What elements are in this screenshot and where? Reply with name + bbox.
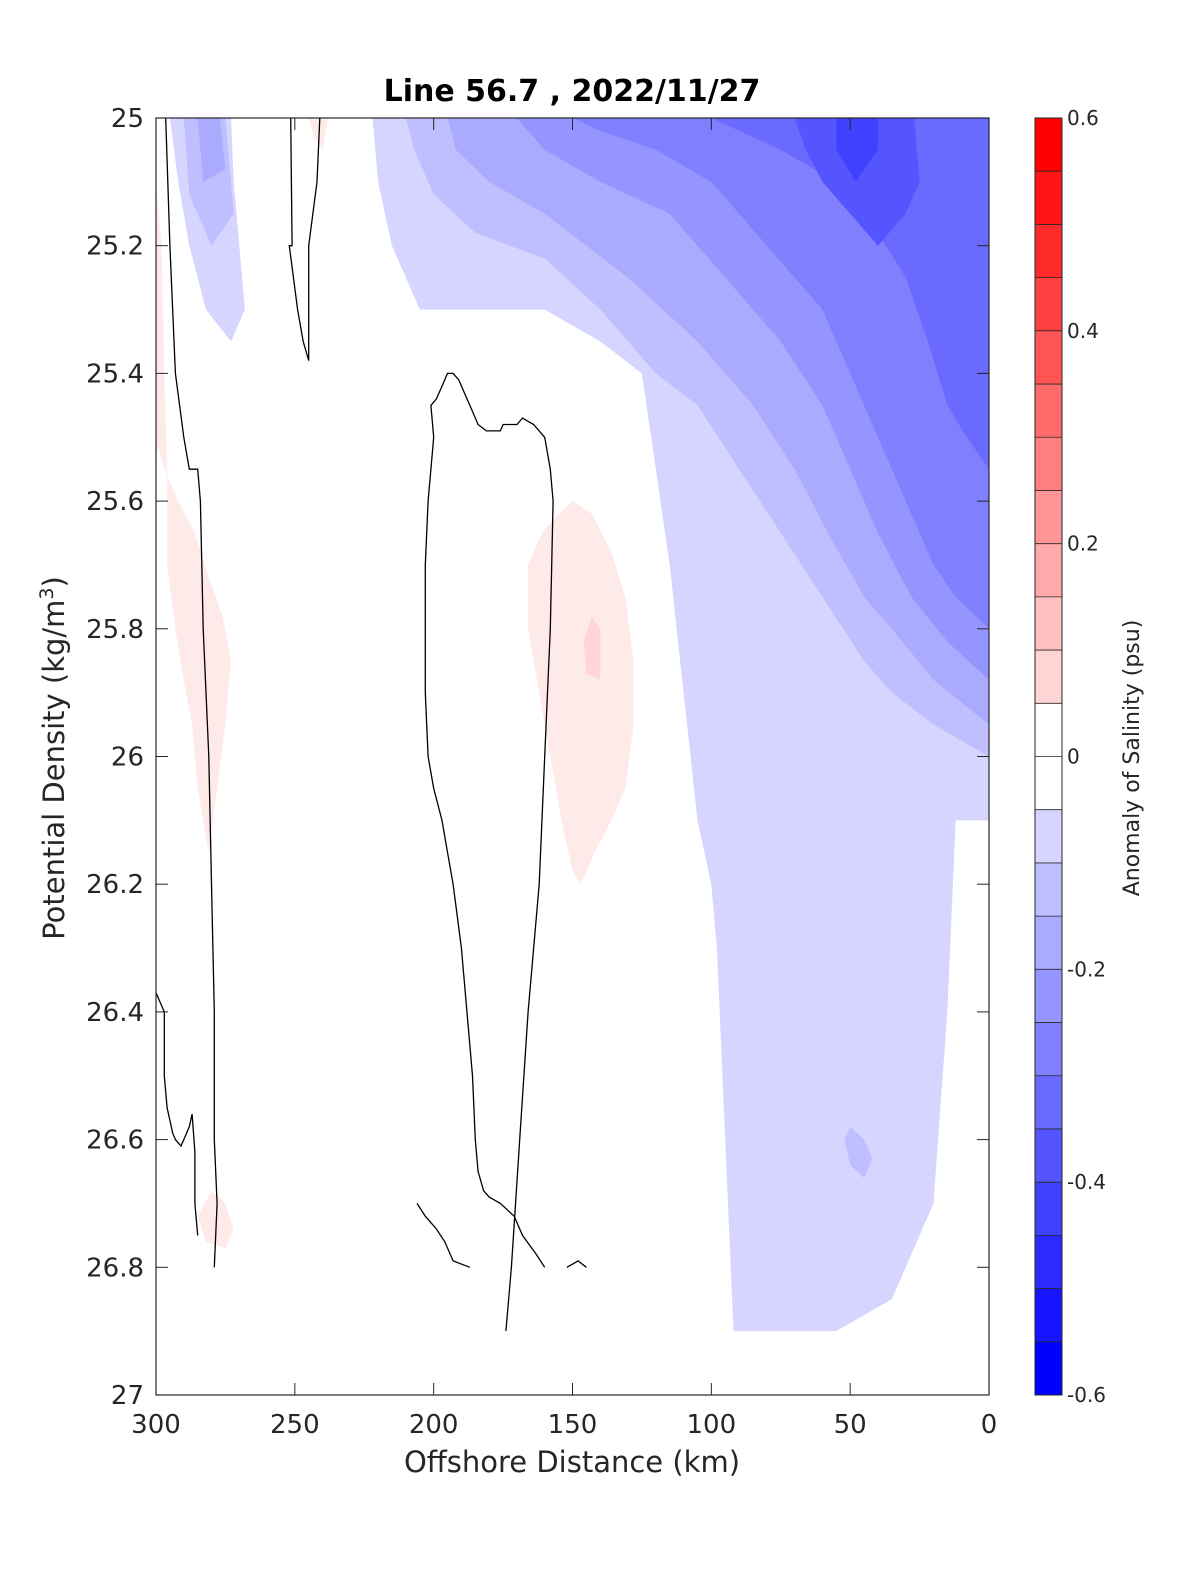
- y-tick-label-3: 25.6: [86, 487, 144, 517]
- colorbar-levels: [1035, 118, 1062, 1395]
- y-tick-label-6: 26.2: [86, 870, 144, 900]
- colorbar-level-22: [1035, 171, 1062, 225]
- colorbar-tick-label-6: 0.6: [1067, 106, 1099, 130]
- colorbar-level-14: [1035, 596, 1062, 651]
- x-tick-label-5: 50: [834, 1410, 867, 1440]
- colorbar-level-5: [1035, 1075, 1062, 1129]
- y-axis-label: Potential Density (kg/m3): [36, 576, 71, 940]
- colorbar-tick-label-0: -0.6: [1067, 1383, 1106, 1407]
- anomaly-region-15: [583, 616, 601, 680]
- anomaly-region-17: [308, 118, 329, 150]
- colorbar-level-7: [1035, 969, 1062, 1023]
- plot-area: 300 250 200 150 100 50 0 2525.225.425.625.8262…: [86, 104, 997, 1440]
- x-tick-label-3: 150: [548, 1410, 598, 1440]
- anomaly-region-11: [844, 1126, 873, 1178]
- colorbar-level-0: [1035, 1341, 1062, 1395]
- colorbar-tick-label-4: 0.2: [1067, 532, 1099, 556]
- colorbar-level-16: [1035, 490, 1062, 544]
- colorbar-level-19: [1035, 330, 1062, 385]
- y-tick-label-1: 25.2: [86, 232, 144, 262]
- zero-contour-lines: [155, 117, 587, 1332]
- anomaly-region-12: [156, 181, 231, 853]
- anomaly-region-5: [197, 118, 226, 182]
- x-tick-label-2: 200: [409, 1410, 459, 1440]
- colorbar-level-12: [1035, 703, 1062, 757]
- y-axis-label-close: ): [37, 576, 71, 587]
- colorbar-level-2: [1035, 1235, 1062, 1289]
- y-axis-label-main: Potential Density (kg/m: [37, 600, 71, 940]
- colorbar-level-23: [1035, 118, 1062, 172]
- colorbar-level-18: [1035, 384, 1062, 438]
- x-axis-ticks: 300 250 200 150 100 50 0: [131, 118, 997, 1440]
- colorbar-level-17: [1035, 437, 1062, 491]
- anomaly-fill-regions: [156, 118, 989, 1332]
- colorbar-level-11: [1035, 756, 1062, 810]
- chart-title: Line 56.7 , 2022/11/27: [384, 74, 761, 109]
- anomaly-region-7: [572, 118, 989, 629]
- y-tick-label-4: 25.8: [86, 615, 144, 645]
- colorbar-level-20: [1035, 277, 1062, 331]
- anomaly-region-9: [794, 118, 920, 246]
- colorbar-level-9: [1035, 862, 1062, 917]
- colorbar-tick-label-3: 0: [1067, 745, 1080, 769]
- y-tick-label-8: 26.6: [86, 1126, 144, 1156]
- y-tick-label-2: 25.4: [86, 359, 144, 389]
- colorbar: -0.6 -0.4 -0.2 0 0.2 0.4 0.6: [1034, 106, 1106, 1407]
- colorbar-level-15: [1035, 543, 1062, 597]
- zero-contour-3: [424, 437, 546, 1268]
- anomaly-region-13: [156, 309, 159, 470]
- y-axis-label-superscript: 3: [36, 587, 58, 599]
- zero-contour-1: [288, 117, 321, 361]
- anomaly-region-8: [711, 118, 989, 470]
- zero-contour-4: [155, 992, 199, 1236]
- y-tick-label-7: 26.4: [86, 998, 144, 1028]
- y-tick-label-0: 25: [111, 104, 144, 134]
- y-tick-label-9: 26.8: [86, 1253, 144, 1283]
- colorbar-frame: [1034, 117, 1063, 1396]
- colorbar-level-10: [1035, 809, 1062, 863]
- colorbar-level-4: [1035, 1128, 1062, 1183]
- zero-contour-6: [566, 1260, 587, 1268]
- colorbar-level-3: [1035, 1182, 1062, 1236]
- x-tick-label-0: 300: [131, 1410, 181, 1440]
- colorbar-label: Anomaly of Salinity (psu): [1120, 620, 1145, 897]
- colorbar-level-1: [1035, 1288, 1062, 1342]
- zero-contour-0: [165, 117, 218, 1268]
- x-tick-label-1: 250: [270, 1410, 320, 1440]
- colorbar-level-21: [1035, 224, 1062, 278]
- y-axis-ticks: 25 25.2 25.4 25.6 25.8 26 26.2 26.4 26.6 26.8 27: [86, 104, 989, 1411]
- y-tick-label-10: 27: [111, 1381, 144, 1411]
- colorbar-level-13: [1035, 650, 1062, 704]
- zero-contour-5: [416, 1203, 471, 1268]
- x-tick-label-4: 100: [687, 1410, 737, 1440]
- colorbar-tick-label-1: -0.4: [1067, 1170, 1106, 1194]
- colorbar-ticks: -0.6 -0.4 -0.2 0 0.2 0.4 0.6: [1067, 106, 1106, 1407]
- y-tick-label-5: 26: [111, 743, 144, 773]
- x-tick-label-6: 0: [981, 1410, 998, 1440]
- zero-contour-2: [430, 372, 554, 1332]
- anomaly-region-16: [197, 1190, 234, 1249]
- colorbar-tick-label-2: -0.2: [1067, 957, 1106, 981]
- x-axis-label: Offshore Distance (km): [404, 1445, 740, 1479]
- colorbar-tick-label-5: 0.4: [1067, 319, 1099, 343]
- colorbar-level-6: [1035, 1022, 1062, 1076]
- anomaly-region-14: [528, 501, 634, 885]
- anomaly-region-10: [836, 118, 878, 182]
- colorbar-level-8: [1035, 916, 1062, 970]
